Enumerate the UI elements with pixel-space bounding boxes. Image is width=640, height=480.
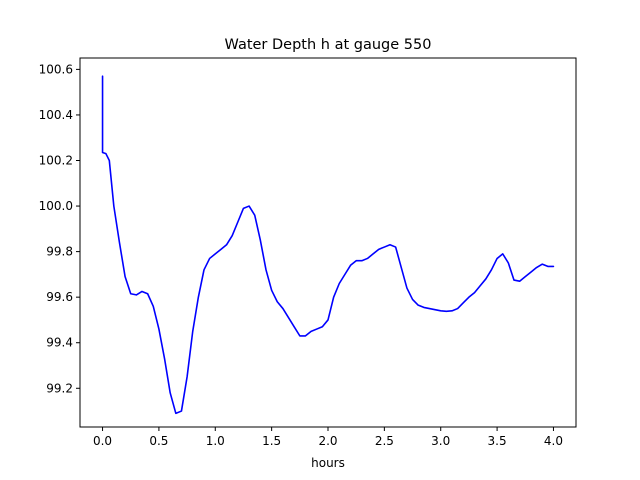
series-line-0 [101,75,555,415]
x-tick-label: 2.0 [318,434,337,448]
y-tick-label: 100.4 [39,108,73,122]
x-tick-label: 1.0 [206,434,225,448]
y-tick-label: 100.0 [39,199,73,213]
y-tick-label: 99.6 [46,290,73,304]
y-tick-label: 99.4 [46,336,73,350]
y-tick-label: 100.2 [39,154,73,168]
y-tick-label: 100.6 [39,62,73,76]
x-tick-label: 0.0 [93,434,112,448]
x-axis-label: hours [311,456,345,470]
x-tick-label: 2.5 [375,434,394,448]
x-tick-label: 0.5 [149,434,168,448]
y-tick-label: 99.8 [46,245,73,259]
x-tick-label: 4.0 [544,434,563,448]
x-tick-label: 3.5 [488,434,507,448]
x-tick-label: 3.0 [431,434,450,448]
y-tick-label: 99.2 [46,381,73,395]
chart-title: Water Depth h at gauge 550 [225,37,432,53]
x-tick-label: 1.5 [262,434,281,448]
